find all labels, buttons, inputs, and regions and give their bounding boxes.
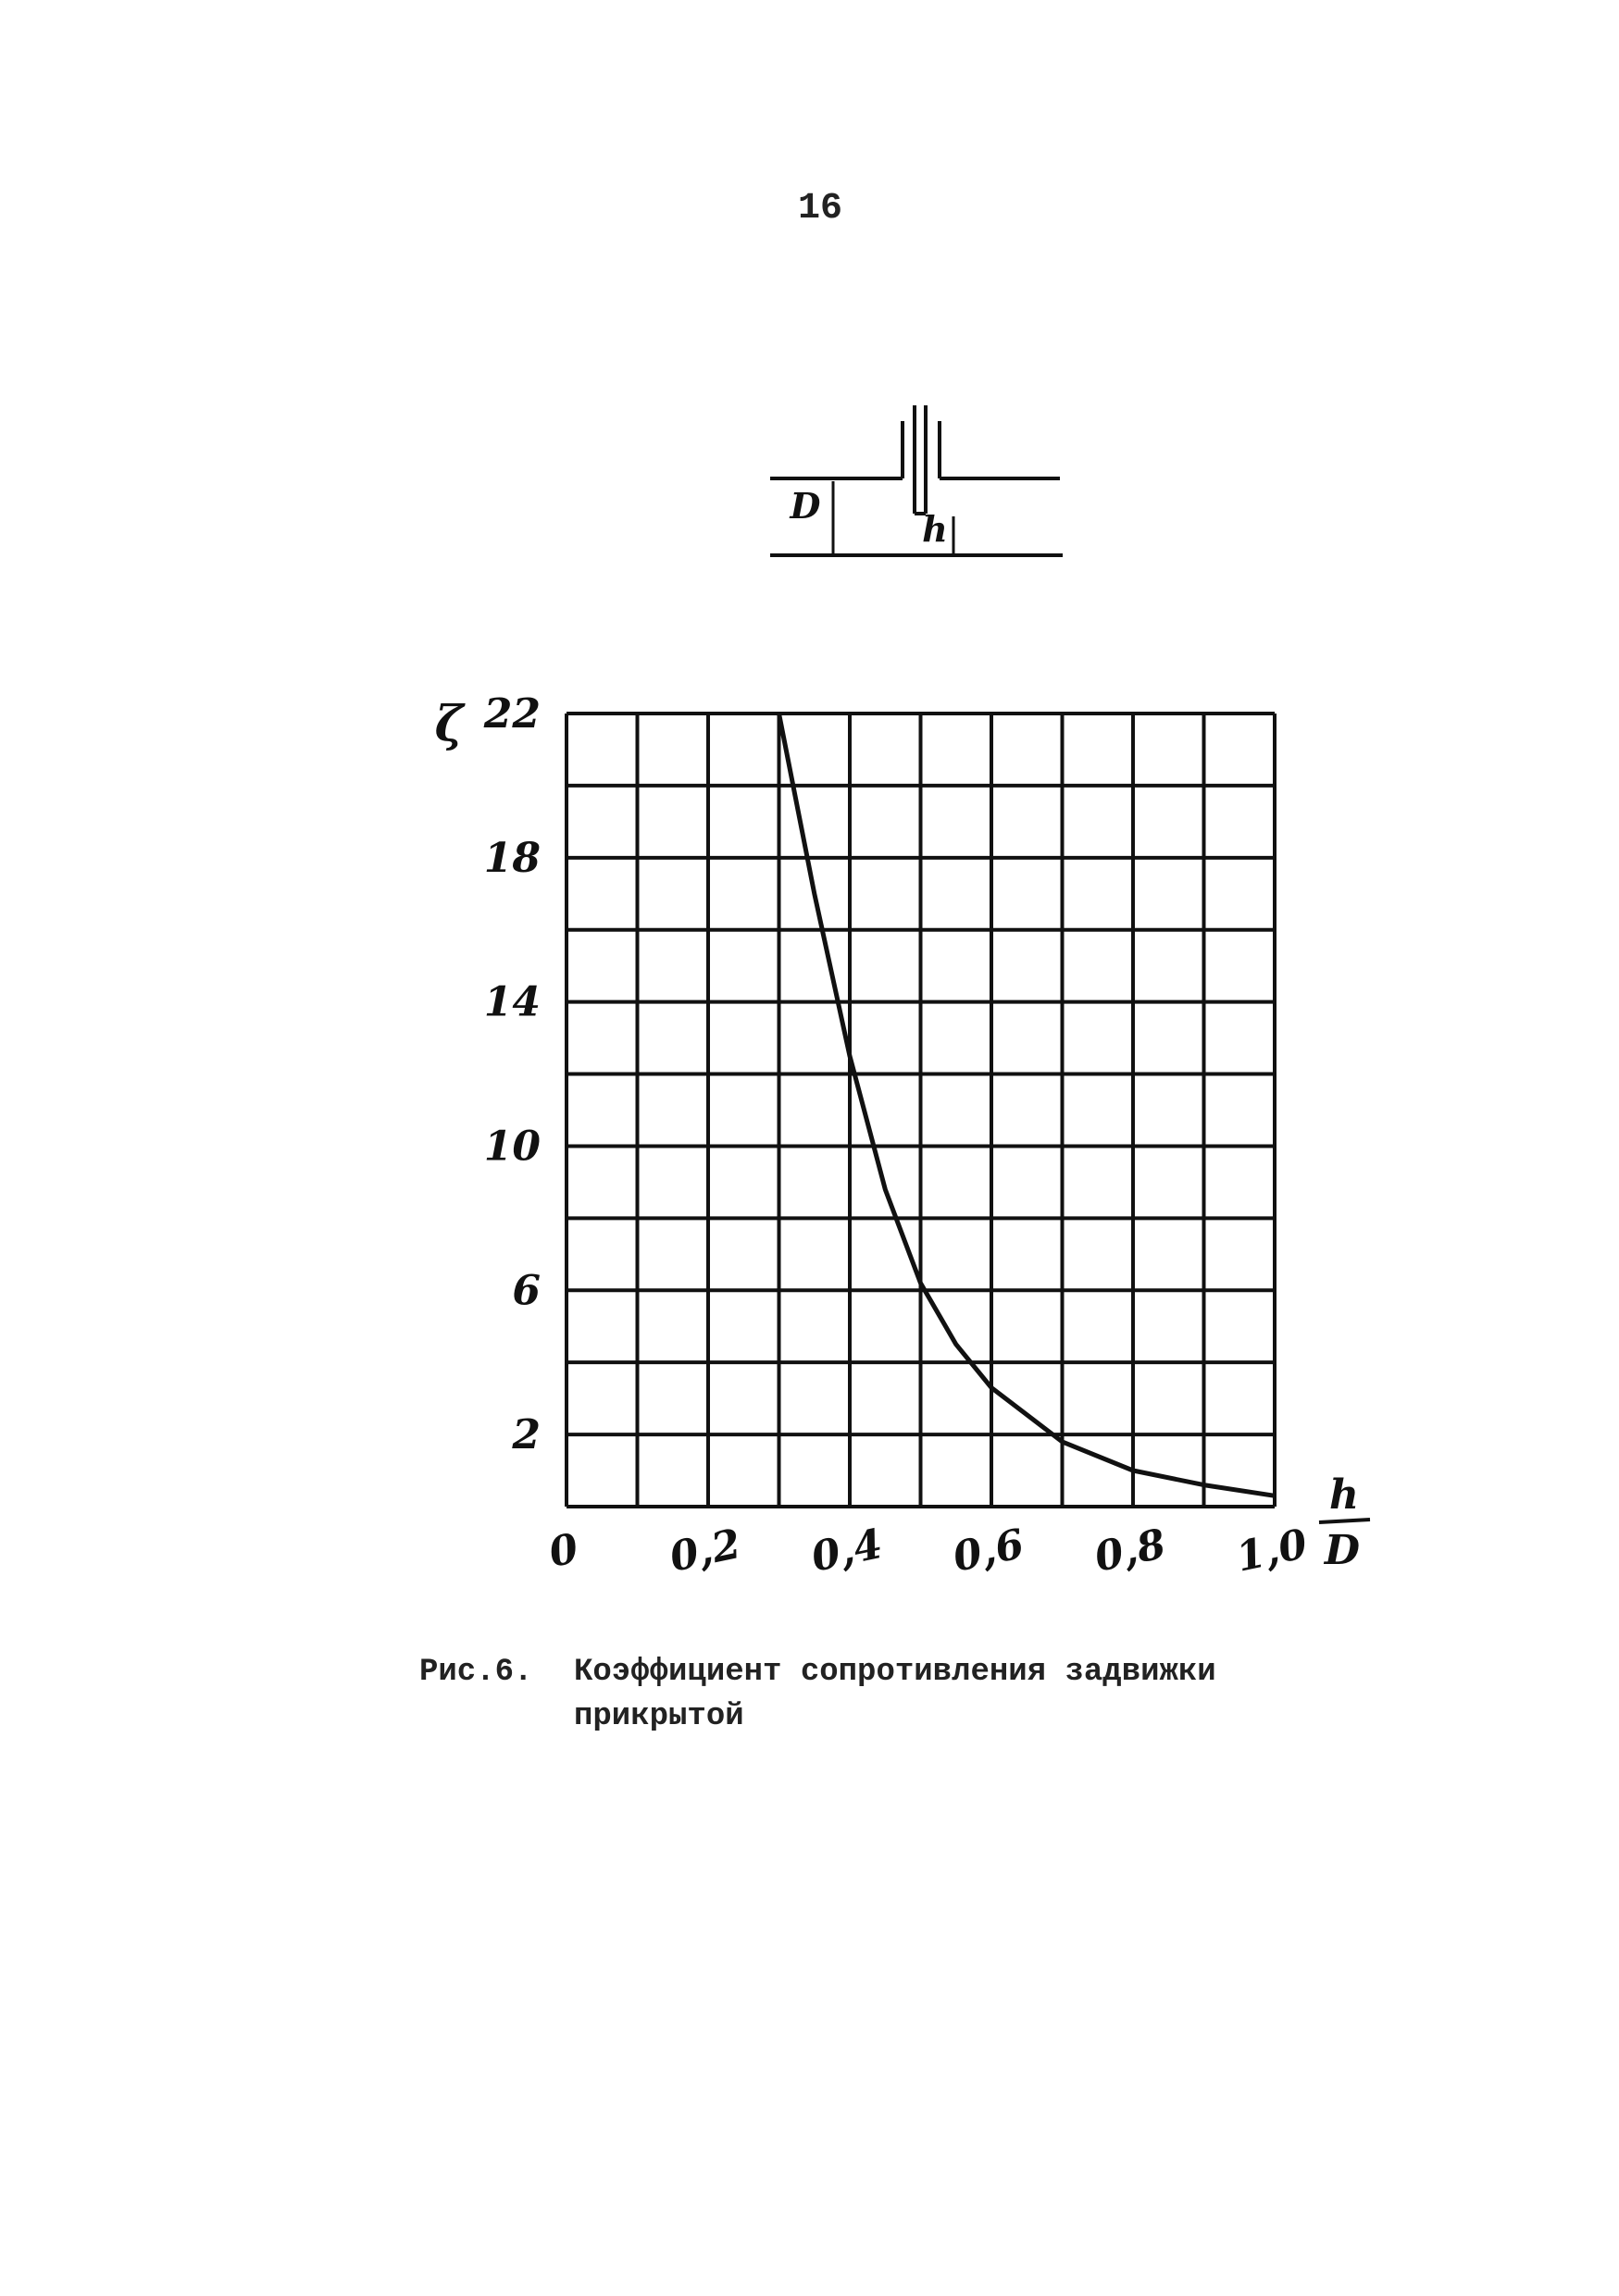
y-tick-label: 18 — [484, 835, 541, 882]
y-tick-label: 14 — [484, 979, 541, 1026]
y-tick-label: 2 — [511, 1411, 541, 1458]
caption-line: прикрытой — [574, 1699, 744, 1734]
valve-sketch — [770, 405, 1063, 557]
x-axis-label-denominator: D — [1323, 1527, 1360, 1574]
x-tick-label: 0,4 — [807, 1520, 886, 1582]
y-tick-label: 10 — [484, 1123, 542, 1170]
diagram-label: h — [922, 508, 948, 550]
diagram-label: D — [790, 485, 821, 527]
x-axis-label-numerator: h — [1329, 1471, 1359, 1519]
curve — [777, 713, 1276, 1498]
x-tick-label: 0,6 — [949, 1520, 1027, 1582]
x-tick-label: 0,2 — [666, 1520, 744, 1582]
caption-label: Рис.6. — [419, 1655, 532, 1690]
chart: 2 6 10 14 18 22 0 0,2 0,4 0,6 0,8 1,0 ζ hD — [435, 690, 1371, 1582]
x-tick-label: 1,0 — [1232, 1520, 1312, 1582]
y-tick-label: 22 — [483, 690, 541, 738]
page-number: 16 — [798, 188, 842, 230]
caption-line: Коэффициент сопротивления задвижки — [574, 1655, 1216, 1690]
y-axis-label: ζ — [435, 696, 467, 752]
y-tick-label: 6 — [512, 1267, 541, 1314]
x-tick-label: 0 — [545, 1525, 583, 1577]
x-tick-label: 0,8 — [1090, 1520, 1169, 1582]
x-axis-label-bar — [1318, 1518, 1371, 1524]
